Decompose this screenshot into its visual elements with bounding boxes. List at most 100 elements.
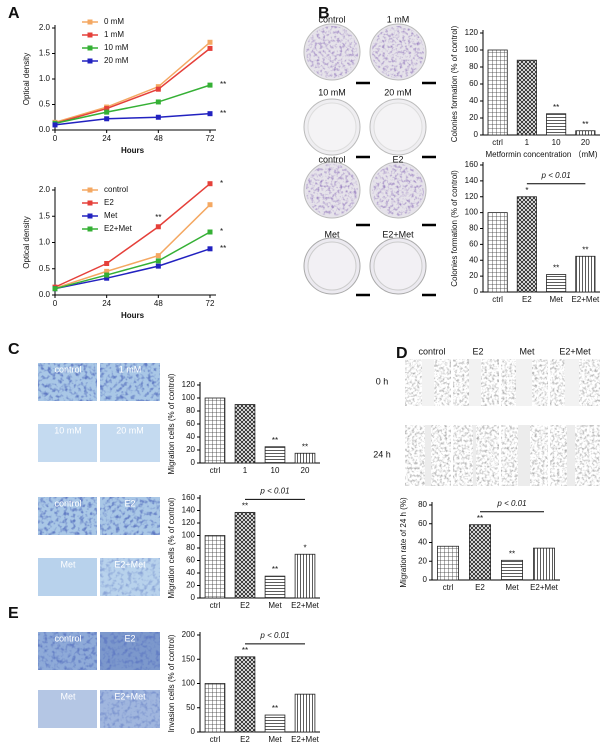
y-tick-label: 0.0 [39, 290, 51, 299]
y-tick-label: 160 [182, 493, 196, 502]
photo-caption: control [54, 498, 81, 508]
point [155, 86, 161, 92]
bar [487, 212, 508, 293]
photo-caption: E2 [124, 633, 135, 643]
y-tick-label: 60 [186, 419, 195, 428]
photo-caption: 10 mM [318, 87, 346, 97]
y-tick-label: 40 [186, 568, 195, 577]
bracket-label: p < 0.01 [259, 486, 289, 495]
point [155, 99, 161, 105]
x-axis-label: Metformin concentration （mM) [485, 150, 597, 159]
x-tick-label: 10 [552, 138, 561, 147]
photo-caption: 1 mM [387, 14, 410, 24]
legend-marker [87, 213, 93, 219]
photo-caption: Met [324, 229, 340, 239]
x-tick-label: 24 [102, 299, 111, 308]
x-tick-label: 20 [301, 466, 310, 475]
y-tick-label: 0.0 [39, 125, 51, 134]
significance: ** [553, 264, 559, 273]
y-tick-label: 0 [474, 287, 479, 296]
significance: ** [582, 245, 588, 254]
significance: * [220, 179, 223, 188]
bar [204, 683, 226, 733]
colony-photos [303, 23, 436, 297]
legend-marker [87, 45, 93, 51]
x-tick-label: Met [268, 735, 282, 744]
point [155, 114, 161, 120]
x-tick-label: 72 [206, 299, 215, 308]
y-axis-label: Colonies formation (% of control) [450, 170, 459, 287]
x-tick-label: 24 [102, 134, 111, 143]
photo-caption: control [54, 633, 81, 643]
bar [204, 535, 226, 599]
y-tick-label: 0 [191, 593, 196, 602]
y-tick-label: 40 [186, 432, 195, 441]
legend-marker [87, 200, 93, 206]
x-tick-label: 1 [243, 466, 248, 475]
series-line [54, 84, 211, 125]
y-tick-label: 1.5 [39, 211, 51, 220]
bar [294, 553, 316, 599]
legend-label: E2+Met [104, 224, 133, 233]
photo-caption: E2+Met [114, 559, 146, 569]
bar [204, 397, 226, 464]
y-tick-label: 60 [418, 519, 427, 528]
y-tick-label: 50 [186, 703, 195, 712]
bar [234, 511, 256, 599]
photo-caption: E2 [124, 498, 135, 508]
y-axis-label: Migration rate of 24 h (%) [399, 497, 408, 588]
significance: ** [272, 565, 278, 574]
panel-label: B [318, 5, 330, 22]
x-tick-label: ctrl [210, 466, 221, 475]
point [155, 263, 161, 269]
significance: ** [582, 120, 588, 129]
bar [546, 113, 567, 136]
significance: ** [272, 704, 278, 713]
point [207, 246, 213, 252]
panel-label: C [8, 341, 20, 358]
bar [533, 547, 555, 581]
x-tick-label: ctrl [210, 601, 221, 610]
point [104, 109, 110, 115]
y-tick-label: 100 [465, 208, 479, 217]
series-line [54, 183, 211, 288]
y-tick-label: 0.5 [39, 100, 51, 109]
legend-label: 0 mM [104, 17, 124, 26]
y-tick-label: 120 [182, 518, 196, 527]
photo-caption: 20 mM [384, 87, 412, 97]
y-tick-label: 20 [186, 445, 195, 454]
y-tick-label: 60 [186, 556, 195, 565]
point [104, 106, 110, 112]
significance: ** [220, 244, 226, 253]
point [207, 111, 213, 117]
y-tick-label: 40 [469, 255, 478, 264]
x-tick-label: E2 [240, 601, 250, 610]
significance: ** [220, 80, 226, 89]
panel-label: E [8, 605, 19, 622]
bar [294, 452, 316, 464]
legend-label: 20 mM [104, 56, 129, 65]
x-tick-label: 0 [53, 299, 58, 308]
x-tick-label: E2+Met [530, 583, 559, 592]
legend-marker [87, 32, 93, 38]
series-line [54, 248, 211, 290]
point [155, 258, 161, 264]
y-tick-label: 80 [418, 500, 427, 509]
bar [501, 559, 523, 581]
y-tick-label: 0 [423, 575, 428, 584]
point [155, 224, 161, 230]
photo-caption: 1 mM [119, 364, 142, 374]
significance: ** [155, 213, 161, 222]
x-tick-label: E2 [522, 295, 532, 304]
bracket-label: p < 0.01 [259, 631, 289, 640]
point [104, 275, 110, 281]
x-tick-label: 72 [206, 134, 215, 143]
significance: * [303, 543, 306, 552]
point [104, 268, 110, 274]
point [104, 261, 110, 266]
significance: ** [242, 646, 248, 655]
x-axis-label: Hours [121, 311, 145, 320]
x-tick-label: ctrl [210, 735, 221, 744]
bar [469, 524, 491, 581]
